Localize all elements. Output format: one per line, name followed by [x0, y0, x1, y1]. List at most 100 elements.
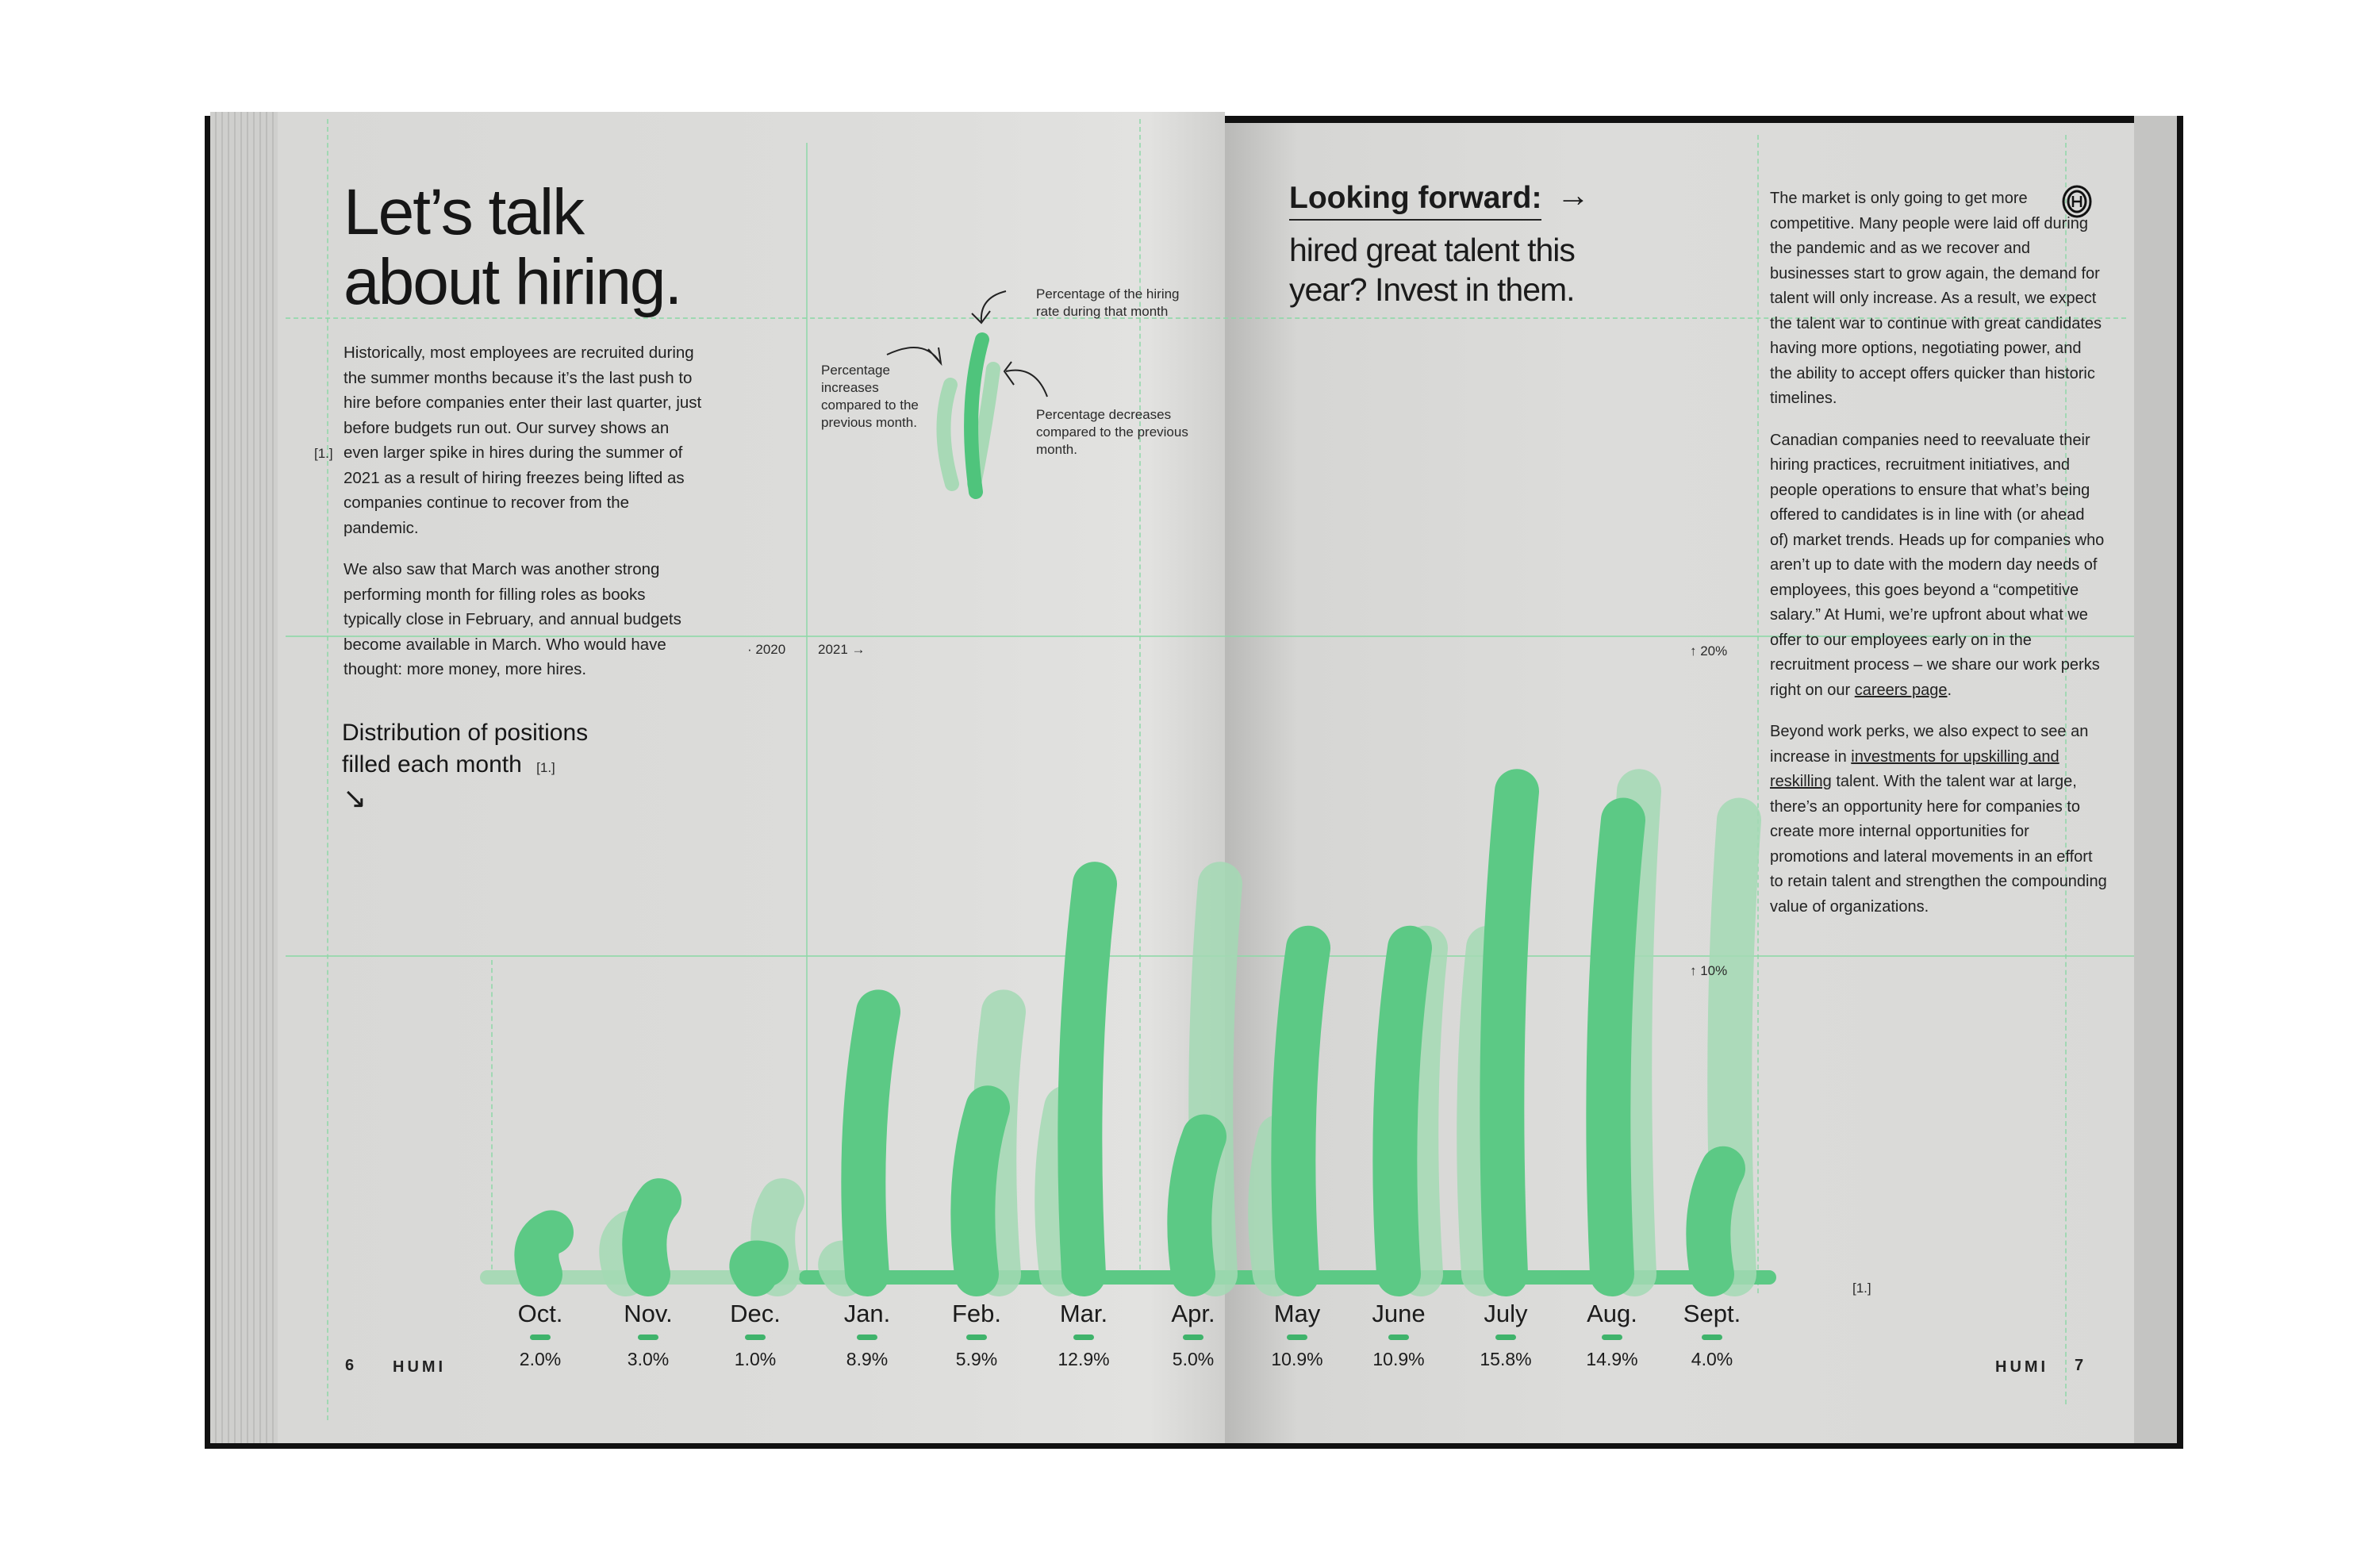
year-label-2021: 2021 → [818, 642, 866, 657]
value-label: 14.9% [1586, 1349, 1638, 1369]
bar-feb [950, 1085, 1010, 1296]
chart-title-line-2: filled each month [342, 751, 522, 778]
right-page-stack [2134, 116, 2177, 1443]
legend-dash [857, 1335, 877, 1340]
legend-decrease: Percentage decreases compared to the pre… [1036, 407, 1188, 457]
month-label: July [1484, 1300, 1528, 1327]
grid-line-20 [286, 636, 2134, 637]
legend-dash [1495, 1335, 1516, 1340]
paragraph: We also saw that March was another stron… [344, 560, 681, 678]
bar-nov [622, 1178, 681, 1296]
page-title: Let’s talk about hiring. [344, 176, 682, 318]
section-heading: Looking forward: [1289, 181, 1542, 221]
bar-dec [729, 1240, 789, 1296]
bar-previous-month [1188, 862, 1242, 1296]
right-column-text: The market is only going to get more com… [1770, 186, 2107, 936]
month-label: Feb. [951, 1300, 1002, 1327]
value-label: 3.0% [627, 1349, 670, 1369]
footnote-marker: [1.] [1852, 1281, 1871, 1296]
axis-label-20: ↑ 20% [1690, 643, 1728, 659]
chart-title-line-1: Distribution of positions [342, 720, 589, 746]
bar-jan [841, 989, 900, 1296]
legend-dash [1183, 1335, 1203, 1340]
grid-line [491, 960, 493, 1277]
footnote-ref: [1.] [536, 760, 555, 775]
legend-dash [1388, 1335, 1409, 1340]
chart-title: Distribution of positions filled each mo… [342, 717, 588, 781]
legend-ghost-increase [936, 378, 959, 491]
legend-dash [530, 1335, 551, 1340]
bar-aug [1586, 797, 1645, 1296]
humi-spiral-logo-icon [2062, 185, 2092, 218]
arrow-icon [1003, 361, 1048, 397]
year-label-2020: · 2020 [747, 642, 786, 657]
month-label: Sept. [1683, 1300, 1741, 1327]
intro-text: Historically, most employees are recruit… [344, 340, 702, 699]
bar-sept [1686, 1146, 1745, 1296]
paragraph-text: Canadian companies need to reevaluate th… [1770, 431, 2105, 699]
legend-increase: Percentage increases compared to the pre… [821, 363, 919, 430]
bar-oct [514, 1210, 574, 1296]
month-label: May [1273, 1300, 1321, 1327]
value-label: 12.9% [1058, 1349, 1110, 1369]
legend-dash [1702, 1335, 1722, 1340]
axis-label-10: ↑ 10% [1690, 963, 1728, 978]
value-label: 10.9% [1372, 1349, 1425, 1369]
paragraph: The market is only going to get more com… [1770, 190, 2102, 407]
legend-dash [745, 1335, 766, 1340]
brand-footer: HUMI [393, 1358, 447, 1376]
month-label: Oct. [517, 1300, 563, 1327]
title-line-2: about hiring. [344, 246, 682, 318]
paragraph-text: talent. With the talent war at large, th… [1770, 773, 2107, 916]
legend-dash [638, 1335, 658, 1340]
grid-line [2065, 135, 2067, 1404]
arrow-right-icon: → [1557, 176, 1590, 213]
value-label: 8.9% [846, 1349, 889, 1369]
page-number: 7 [2075, 1357, 2084, 1374]
value-label: 10.9% [1271, 1349, 1323, 1369]
legend-illustration [886, 290, 1048, 499]
careers-page-link[interactable]: careers page [1854, 681, 1948, 699]
paragraph-text: . [1947, 681, 1952, 699]
month-label: Mar. [1059, 1300, 1108, 1327]
grid-line [1139, 119, 1141, 1277]
month-label: Dec. [730, 1300, 781, 1327]
left-page-stack [210, 112, 282, 1443]
paragraph: Historically, most employees are recruit… [344, 344, 702, 537]
legend-current: Percentage of the hiring rate during tha… [1036, 286, 1180, 319]
upskilling-link[interactable]: investments for upskilling and reskillin… [1770, 747, 2059, 791]
bar-mar [1058, 862, 1117, 1296]
value-label: 1.0% [734, 1349, 777, 1369]
footnote-marker: [1.] [314, 446, 333, 461]
grid-line [1757, 135, 1759, 1293]
legend-dash [1073, 1335, 1094, 1340]
bar-july [1480, 769, 1539, 1296]
title-line-1: Let’s talk [344, 176, 585, 248]
legend-bar [964, 332, 989, 499]
legend-dash [966, 1335, 987, 1340]
bar-june [1372, 925, 1432, 1296]
value-label: 5.9% [955, 1349, 998, 1369]
legend-dash [1287, 1335, 1307, 1340]
value-label: 15.8% [1480, 1349, 1532, 1369]
bar-may [1271, 925, 1330, 1296]
grid-line [286, 317, 2126, 319]
month-label: Aug. [1587, 1300, 1637, 1327]
month-label: Nov. [624, 1300, 673, 1327]
arrow-icon [886, 347, 942, 367]
grid-line [327, 119, 328, 1420]
value-label: 4.0% [1691, 1349, 1733, 1369]
section-subheading: hired great talent this year? Invest in … [1289, 232, 1576, 308]
month-label: Jan. [843, 1300, 891, 1327]
page-number: 6 [345, 1357, 355, 1374]
value-label: 2.0% [519, 1349, 562, 1369]
paragraph: Canadian companies need to reevaluate th… [1770, 428, 2107, 704]
legend-dash [1602, 1335, 1622, 1340]
grid-line [806, 143, 808, 1277]
month-label: Apr. [1171, 1300, 1215, 1327]
brand-footer: HUMI [1995, 1358, 2049, 1376]
month-label: June [1372, 1300, 1426, 1327]
bar-apr [1167, 1114, 1226, 1296]
paragraph-text: Beyond work perks, we also expect to see… [1770, 723, 2089, 766]
